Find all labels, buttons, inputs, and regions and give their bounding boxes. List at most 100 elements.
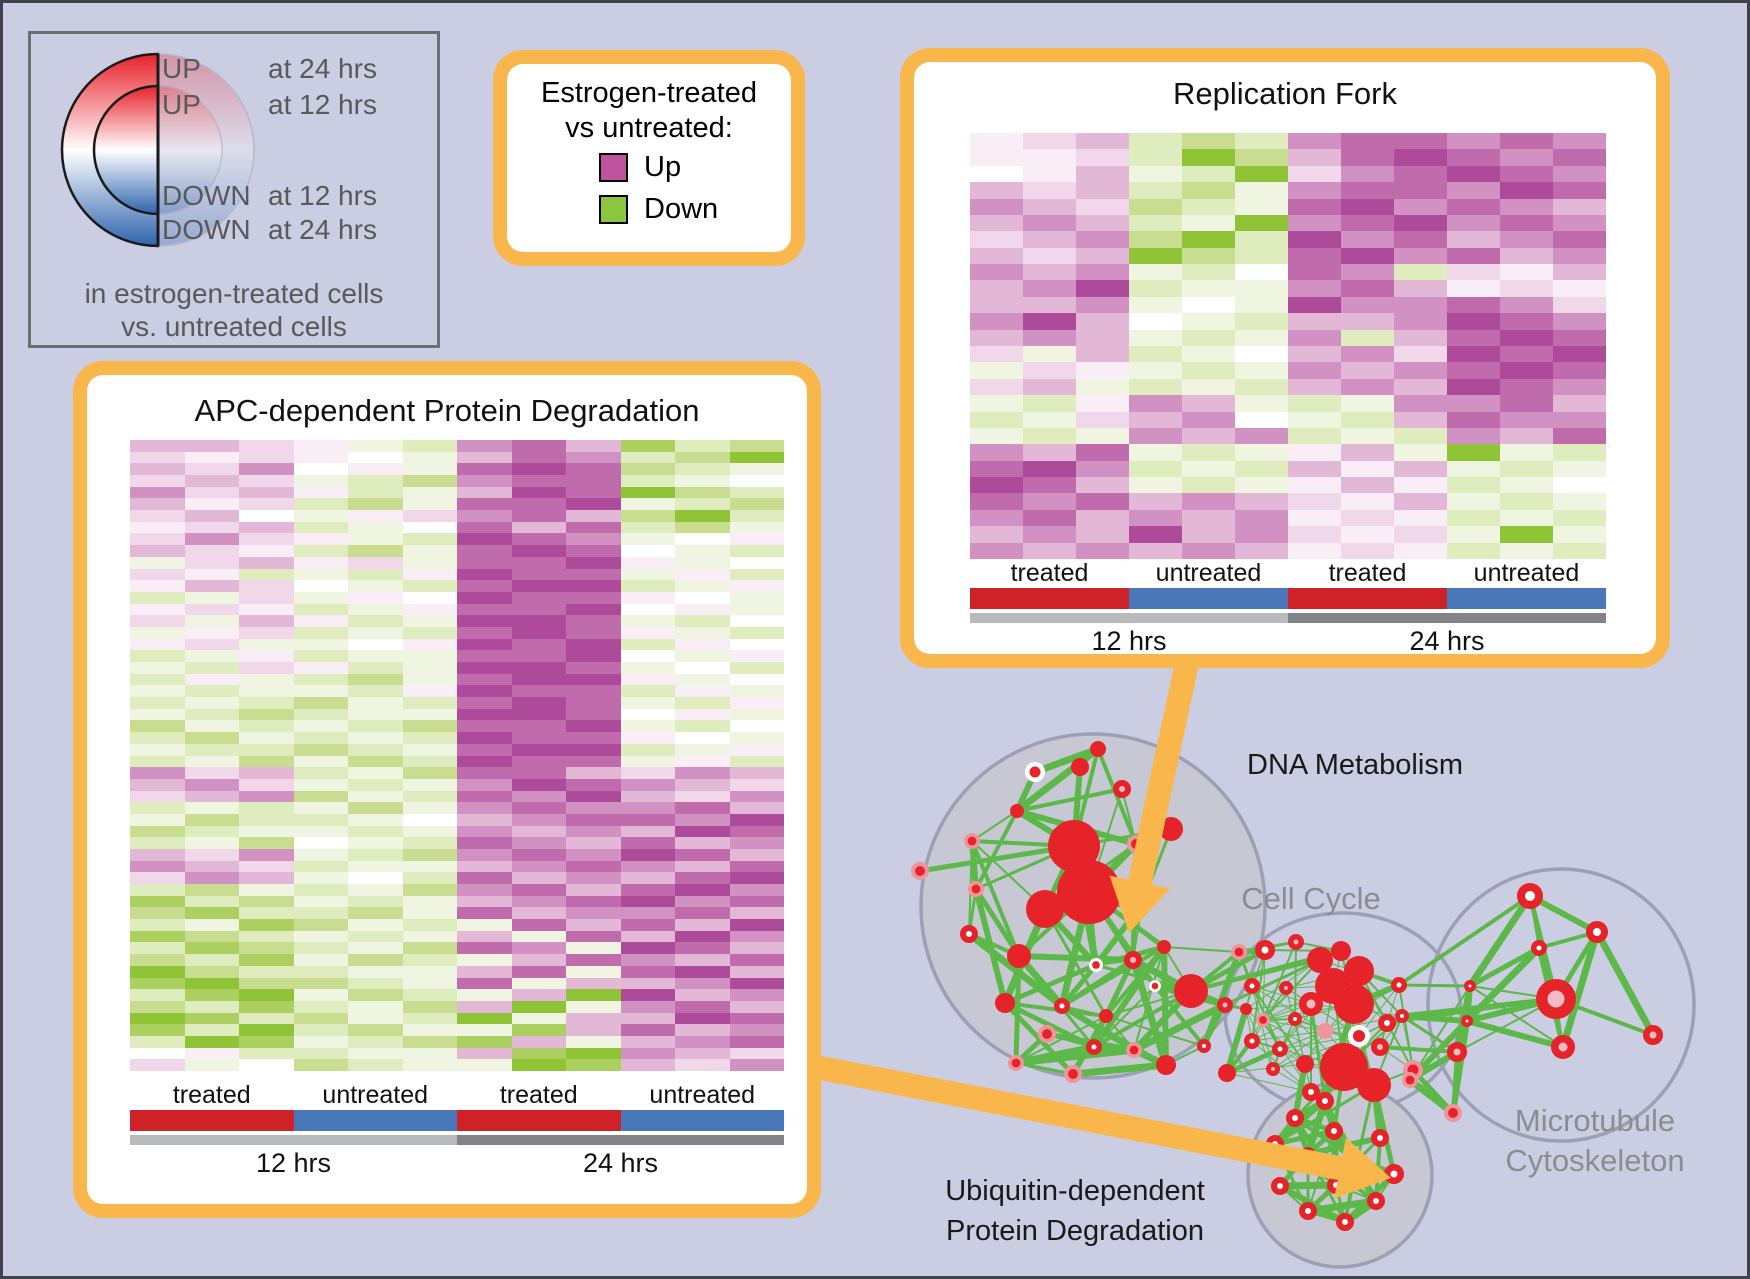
network-edge: [1015, 1015, 1107, 1064]
heatmap-cell: [1235, 280, 1288, 297]
network-edge: [1132, 903, 1143, 961]
heatmap-cell: [1076, 165, 1129, 183]
heatmap-cell: [293, 685, 348, 698]
network-edge: [1262, 959, 1321, 1021]
heatmap-cell: [184, 1035, 239, 1048]
network-edge: [1454, 985, 1473, 1053]
heatmap-cell: [130, 930, 185, 943]
network-edge: [1401, 1015, 1414, 1071]
heatmap-cell: [1235, 460, 1288, 478]
heatmap-cell: [675, 790, 730, 803]
heatmap-cell: [1023, 280, 1076, 297]
heatmap-cell: [1129, 444, 1182, 461]
heatmap-cell: [1129, 493, 1182, 510]
network-edge: [1105, 1015, 1205, 1047]
heatmap-cell: [348, 615, 403, 627]
heatmap-cell: [1500, 378, 1553, 396]
network-node: [1271, 1177, 1289, 1195]
timepoint-bars: [970, 613, 1606, 623]
untreated-bar: [620, 1110, 784, 1131]
heatmap-cell: [457, 989, 512, 1001]
network-node: [1127, 835, 1145, 853]
network-edge: [1310, 1003, 1360, 1037]
heatmap-cell: [293, 1047, 348, 1060]
network-edge: [1379, 984, 1400, 1048]
heatmap-cell: [1447, 378, 1500, 396]
heatmap-cell: [1023, 378, 1076, 396]
network-edge: [1358, 970, 1388, 1024]
heatmap-cell: [1447, 313, 1500, 330]
heatmap-cell: [184, 860, 239, 873]
heatmap-cell: [293, 837, 348, 849]
heatmap-cell: [511, 440, 566, 452]
heatmap-cell: [620, 580, 675, 592]
heatmap-cell: [970, 264, 1023, 281]
network-node: [1266, 1135, 1284, 1153]
heatmap-cell: [511, 580, 566, 592]
heatmap-cell: [293, 919, 348, 931]
network-node: [1403, 1060, 1423, 1080]
heatmap-cell: [1182, 477, 1235, 494]
ring-row-word: DOWN: [162, 180, 251, 211]
heatmap-cell: [457, 463, 512, 476]
heatmap-cell: [184, 556, 239, 569]
heatmap-cell: [1288, 247, 1341, 265]
heatmap-cell: [130, 755, 185, 768]
heatmap-cell: [184, 919, 239, 931]
heatmap-cell: [729, 884, 784, 896]
heatmap-cell: [239, 778, 294, 791]
network-edge: [1310, 1084, 1375, 1093]
network-node: [1307, 947, 1333, 973]
heatmap-cell: [184, 743, 239, 756]
heatmap-cell: [1288, 182, 1341, 199]
network-edge: [1306, 1153, 1347, 1223]
heatmap-cell: [729, 825, 784, 838]
heatmap-cell: [1341, 264, 1394, 281]
heatmap-cell: [402, 521, 457, 534]
heatmap-cell: [566, 884, 621, 896]
heatmap-cell: [511, 1047, 566, 1060]
heatmap-cell: [620, 919, 675, 931]
heatmap-cell: [1341, 378, 1394, 396]
heatmap-cell: [1288, 345, 1341, 363]
network-edge: [1340, 950, 1360, 972]
network-edge: [1093, 1044, 1135, 1053]
heatmap-cell: [566, 451, 621, 464]
heatmap-cell: [1129, 526, 1182, 543]
heatmap-cell: [293, 498, 348, 511]
network-edge: [1285, 970, 1360, 989]
heatmap-cell: [511, 521, 566, 534]
cluster-label-microtubule: Microtubule: [1514, 1103, 1676, 1138]
heatmap-cell: [1023, 477, 1076, 494]
heatmap-cell: [239, 930, 294, 943]
heatmap-cell: [729, 615, 784, 627]
network-edge: [1015, 1061, 1074, 1076]
heatmap-cell: [729, 743, 784, 756]
network-edge: [1273, 1143, 1310, 1212]
heatmap-cell: [675, 732, 730, 744]
heatmap-cell: [1235, 362, 1288, 379]
heatmap-cell: [130, 685, 185, 698]
heatmap-cell: [239, 568, 294, 581]
heatmap-cell: [620, 767, 675, 779]
heatmap-cell: [1553, 395, 1606, 412]
heatmap-cell: [402, 965, 457, 978]
heatmap-cell: [293, 907, 348, 920]
network-edge: [1324, 1030, 1375, 1086]
network-node: [1348, 1025, 1370, 1047]
heatmap-cell: [566, 708, 621, 721]
heatmap-cell: [1553, 362, 1606, 379]
heatmap-cell: [1341, 427, 1394, 445]
heatmap-cell: [1076, 247, 1129, 265]
network-edge: [1245, 1008, 1253, 1042]
heatmap-cell: [675, 1012, 730, 1025]
network-node-core: [1011, 1058, 1021, 1068]
network-edge: [1340, 950, 1388, 1024]
heatmap-cell: [293, 790, 348, 803]
network-edge: [1311, 1036, 1359, 1092]
heatmap-cell: [566, 1000, 621, 1013]
heatmap-cell: [1447, 526, 1500, 543]
heatmap-cell: [457, 591, 512, 604]
heatmap-cell: [402, 533, 457, 546]
